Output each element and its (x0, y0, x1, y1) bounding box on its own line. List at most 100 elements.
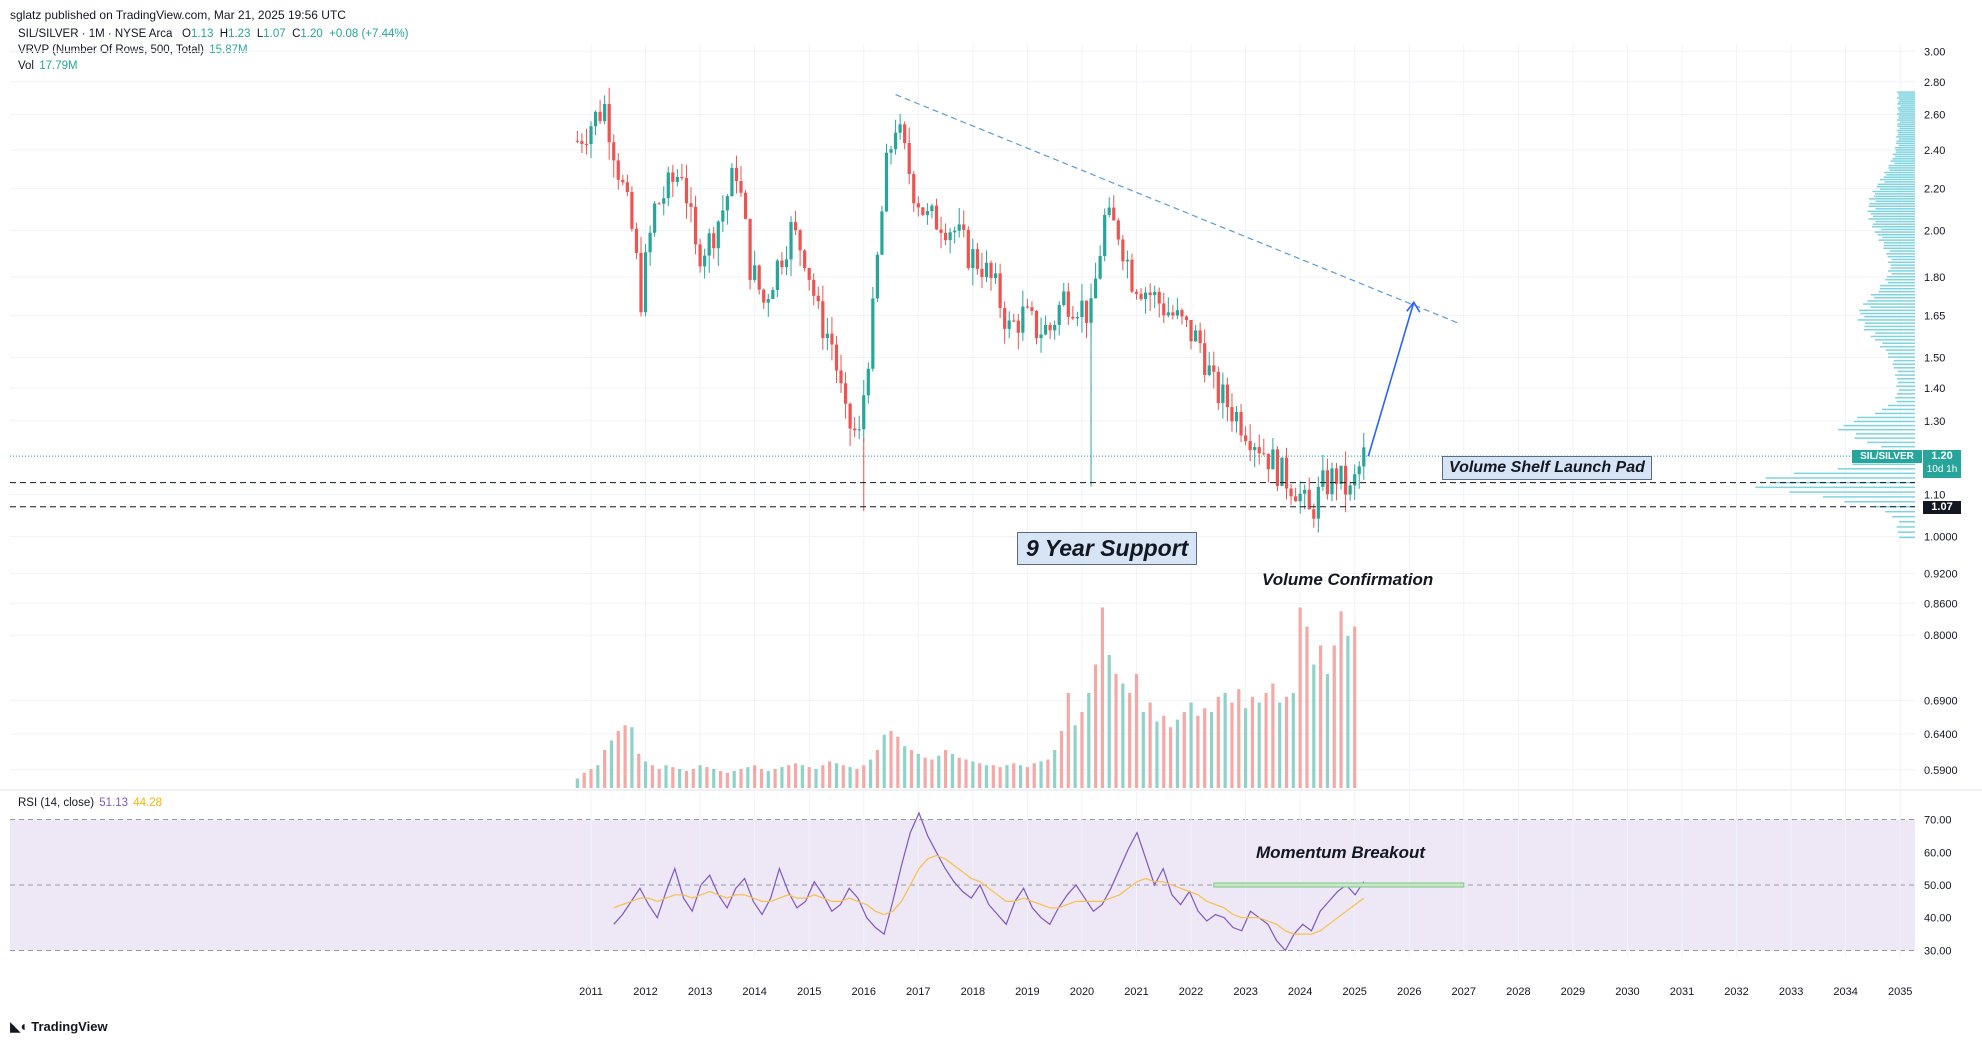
support-label[interactable]: 9 Year Support (1017, 532, 1198, 565)
candle-up (1075, 317, 1080, 319)
vrvp-legend[interactable]: VRVP (Number Of Rows, 500, Total) 15.87M (18, 44, 248, 56)
candle-down (853, 428, 857, 431)
rsi-legend[interactable]: RSI (14, close) 51.13 44.28 (18, 797, 162, 809)
candle-up (971, 249, 975, 268)
vrvp-row (1880, 284, 1915, 287)
vrvp-row (1887, 261, 1915, 264)
time-tick-label: 2026 (1397, 986, 1421, 998)
price-axis[interactable]: 3.00 2.80 2.60 2.40 2.20 2.00 1.80 1.65 1.50 1.40… (1924, 46, 1958, 957)
time-tick-label: 2020 (1070, 986, 1094, 998)
candle-down (821, 301, 825, 339)
candle-down (657, 203, 661, 205)
vrvp-row (1896, 378, 1915, 380)
candle-up (984, 262, 989, 278)
symbol-legend[interactable]: SIL/SILVER · 1M · NYSE Arca O1.13 H1.23 … (18, 28, 408, 40)
vrvp-row (1888, 352, 1915, 355)
vrvp-row (1897, 103, 1915, 105)
ohlc-h-label: H (219, 28, 229, 40)
candle-down (757, 265, 761, 290)
candle-up (866, 368, 870, 396)
arrow-head-icon (1406, 300, 1421, 313)
candle-down (1034, 310, 1039, 339)
time-axis[interactable]: 2011 2012 2013 2014 2015 2016 2017 2018 2019 2020… (579, 986, 1912, 998)
candle-up (1316, 486, 1320, 519)
rsi-value: 51.13 (99, 797, 129, 809)
candle-up (1153, 291, 1157, 296)
candle-up (1207, 365, 1211, 375)
candle-down (684, 178, 689, 204)
volume-bar (828, 761, 832, 788)
volume-bar (978, 763, 982, 788)
rsi-tick-label: 70.00 (1924, 815, 1952, 827)
tradingview-logo[interactable]: ◣◖ TradingView (10, 1018, 108, 1035)
vrvp-row (1864, 325, 1915, 328)
vrvp-row (1898, 389, 1915, 391)
vrvp-row (1888, 281, 1915, 284)
vrvp-row (1878, 239, 1915, 241)
candle-down (734, 167, 739, 182)
vrvp-row (1897, 123, 1915, 125)
vrvp-row (1874, 193, 1915, 195)
candle-down (616, 160, 620, 180)
candle-up (1321, 470, 1325, 487)
volume-bar (1073, 725, 1077, 788)
vrvp-row (1881, 408, 1915, 411)
vrvp-row (1874, 297, 1915, 299)
launch-pad-label[interactable]: Volume Shelf Launch Pad (1442, 456, 1652, 480)
vol-value: 17.79M (39, 60, 78, 72)
candle-down (1130, 259, 1134, 292)
time-tick-label: 2031 (1670, 986, 1694, 998)
vrvp-row (1890, 160, 1915, 162)
candle-down (966, 229, 970, 268)
volume-bar (746, 767, 750, 788)
candle-up (1166, 312, 1170, 316)
volume-bar (964, 759, 968, 788)
candle-down (680, 176, 684, 179)
volume-bar (1080, 712, 1084, 788)
candle-down (630, 192, 634, 229)
volume-bar (834, 763, 839, 788)
candle-down (1244, 435, 1248, 442)
volume-bar (1325, 674, 1330, 788)
volume-bar (1244, 708, 1248, 788)
vrvp-row (1883, 247, 1915, 250)
volume-bar (1053, 750, 1057, 788)
candle-down (575, 140, 579, 142)
vrvp-row (1897, 370, 1915, 373)
candle-down (1275, 449, 1280, 486)
volume-confirmation-label[interactable]: Volume Confirmation (1262, 570, 1434, 589)
candle-down (798, 230, 802, 251)
momentum-breakout-label[interactable]: Momentum Breakout (1256, 843, 1426, 862)
candle-down (843, 383, 848, 404)
vrvp-row (1843, 424, 1915, 427)
vrvp-row (1898, 144, 1915, 147)
last-price-tag: 1.20 10d 1h (1923, 450, 1961, 478)
vol-legend[interactable]: Vol 17.79M (18, 60, 78, 72)
vrvp-row (1892, 363, 1915, 365)
candle-down (912, 174, 916, 204)
vrvp-row (1893, 367, 1915, 369)
time-tick-label: 2024 (1288, 986, 1312, 998)
candle-down (780, 260, 784, 268)
candle-down (1212, 365, 1216, 372)
candle-down (739, 181, 743, 193)
time-tick-label: 2011 (579, 986, 603, 998)
vrvp-row (1894, 162, 1915, 165)
volume-bar (739, 769, 743, 788)
candle-up (789, 222, 793, 260)
vrvp-row (1898, 115, 1915, 117)
vrvp-row (1894, 146, 1915, 149)
volume-bar (1162, 715, 1166, 788)
trendline-group[interactable] (895, 94, 1460, 457)
price-tick-label: 0.8600 (1924, 598, 1958, 610)
candle-up (1043, 324, 1048, 335)
candle-up (1234, 411, 1239, 422)
vrvp-row (1892, 515, 1915, 518)
price-tick-label: 2.00 (1924, 225, 1945, 237)
candle-up (775, 260, 779, 291)
volume-bar (1291, 693, 1295, 788)
vrvp-row (1885, 510, 1915, 513)
volume-bar (841, 765, 845, 788)
volume-bar (1025, 767, 1029, 788)
